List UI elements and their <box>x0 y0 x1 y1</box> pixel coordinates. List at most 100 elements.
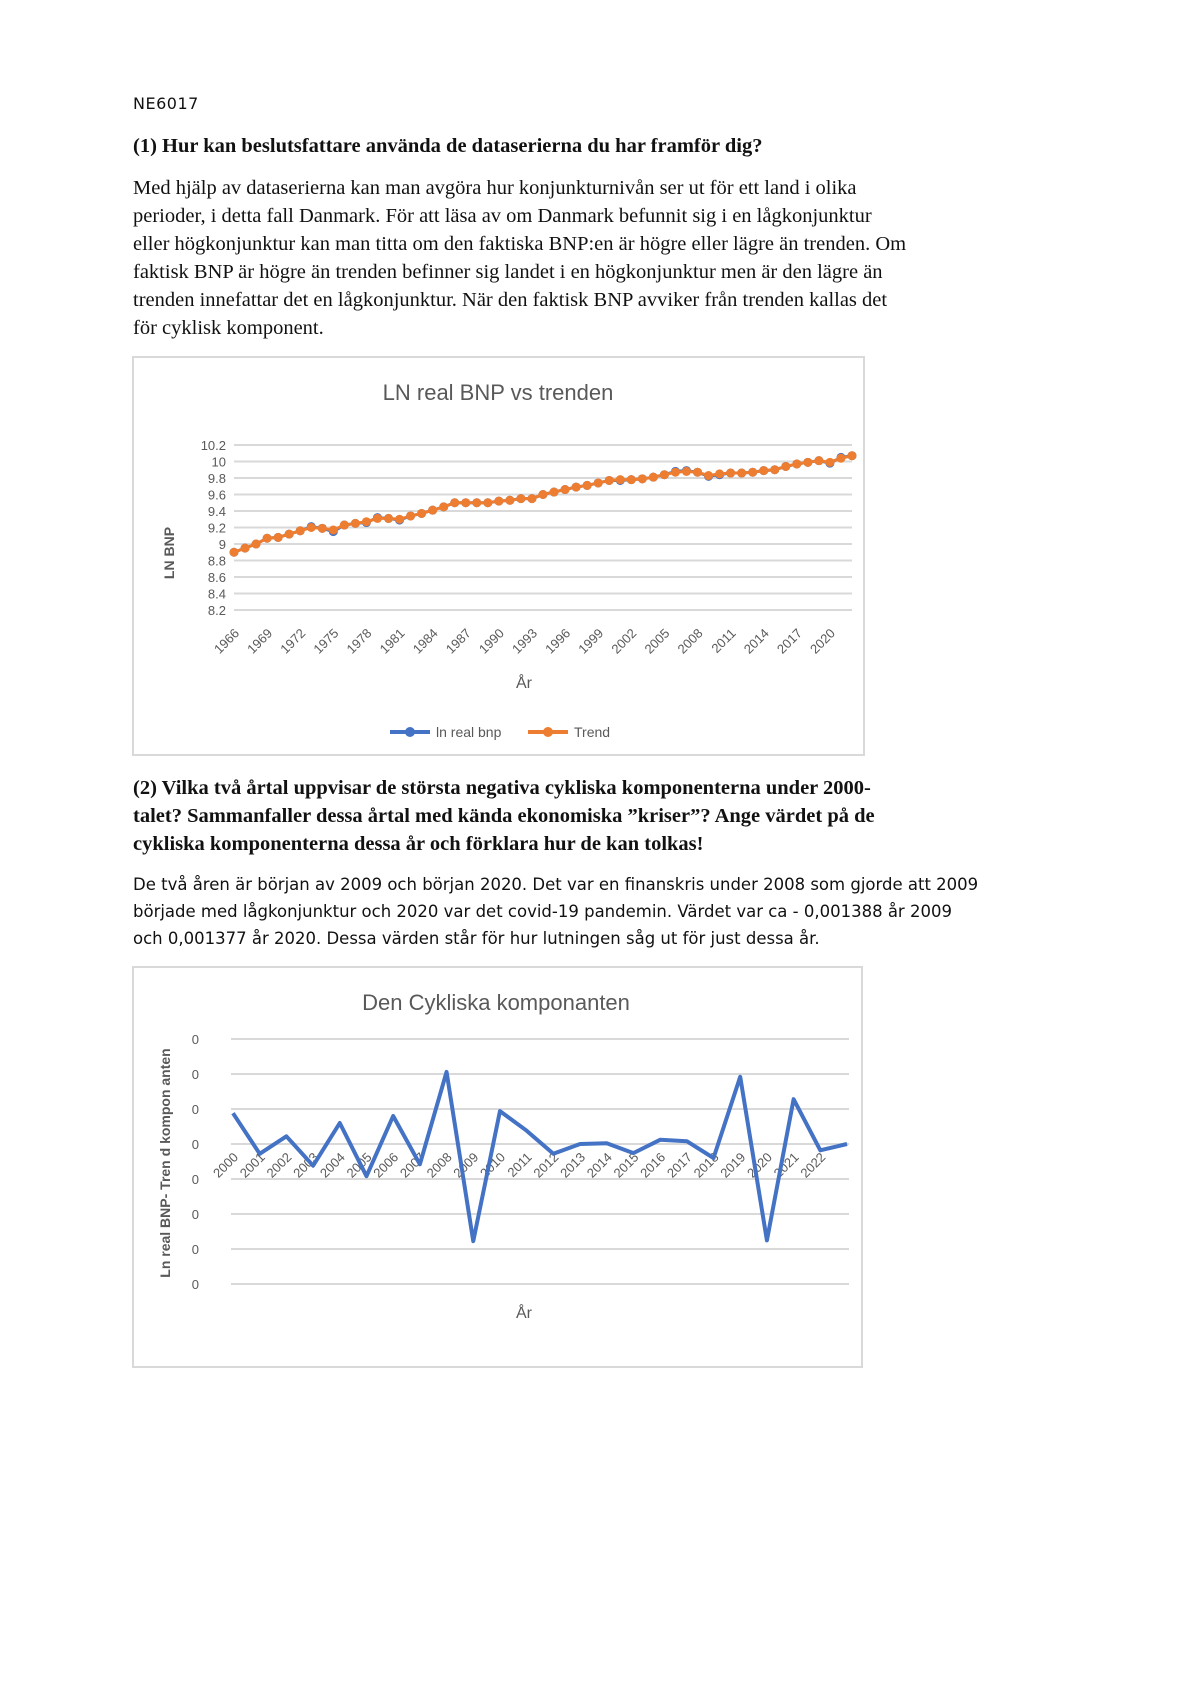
data-point <box>384 513 393 523</box>
course-code: NE6017 <box>133 94 199 113</box>
y-tick-label: 0 <box>192 1032 199 1047</box>
y-tick-label: 0 <box>192 1277 199 1292</box>
question-1: (1) Hur kan beslutsfattare använda de da… <box>133 132 762 160</box>
data-point <box>648 472 658 482</box>
y-tick-label: 0 <box>192 1172 199 1187</box>
x-tick-label: 1996 <box>542 626 573 657</box>
data-point <box>781 461 791 471</box>
y-tick-label: 8.4 <box>208 587 226 602</box>
x-tick-label: 1999 <box>575 626 606 657</box>
answer-2: De två åren är början av 2009 och början… <box>133 871 978 952</box>
question-2: (2) Vilka två årtal uppvisar de största … <box>133 774 875 858</box>
x-tick-label: 2011 <box>708 626 738 656</box>
data-point <box>549 487 559 497</box>
data-point <box>582 480 592 490</box>
y-axis-label: Ln real BNP- Tren d kompon anten <box>157 1048 173 1277</box>
data-point <box>472 498 482 508</box>
x-tick-label: 2002 <box>263 1150 294 1181</box>
y-tick-label: 9.4 <box>208 504 226 519</box>
x-tick-label: 2013 <box>557 1150 588 1181</box>
data-point <box>770 465 780 475</box>
x-axis-label: År <box>516 1303 533 1322</box>
x-tick-label: 2008 <box>424 1150 455 1181</box>
data-point <box>560 485 570 495</box>
data-point <box>328 525 338 535</box>
data-point <box>494 496 504 506</box>
data-point <box>637 474 647 484</box>
data-point <box>361 517 371 527</box>
answer-1: Med hjälp av dataserierna kan man avgöra… <box>133 174 906 342</box>
y-tick-label: 8.8 <box>208 554 226 569</box>
answer-1-line: för cyklisk komponent. <box>133 317 324 339</box>
x-tick-label: 2017 <box>774 626 805 657</box>
question-2-line: cykliska komponenterna dessa år och förk… <box>133 833 704 855</box>
data-point <box>626 475 636 485</box>
data-point <box>847 451 857 461</box>
data-point <box>615 475 625 485</box>
x-tick-label: 1975 <box>310 626 341 657</box>
data-point <box>317 523 327 533</box>
data-point <box>505 495 515 505</box>
x-tick-label: 1972 <box>277 626 308 657</box>
chart-1-svg: LN real BNP vs trenden 10.2 109.8 9.69.4 9.2… <box>161 380 857 740</box>
x-tick-label: 2001 <box>237 1150 268 1181</box>
x-tick-label: 2011 <box>504 1150 534 1180</box>
data-point <box>604 475 614 485</box>
data-point <box>693 467 702 477</box>
data-point <box>450 498 460 508</box>
answer-1-line: faktisk BNP är högre än trenden befinner… <box>133 261 883 283</box>
data-point <box>273 532 283 542</box>
answer-2-line: De två åren är början av 2009 och början… <box>133 875 979 894</box>
x-tick-label: 1978 <box>343 626 374 657</box>
data-point <box>825 457 835 467</box>
data-point <box>406 511 416 521</box>
data-point <box>593 478 603 488</box>
data-point <box>814 456 824 466</box>
answer-2-line: började med lågkonjunktur och 2020 var d… <box>133 902 952 921</box>
answer-2-line: och 0,001377 år 2020. Dessa värden står … <box>133 929 820 948</box>
y-tick-label: 0 <box>192 1207 199 1222</box>
data-point <box>748 467 758 477</box>
data-point <box>229 547 239 557</box>
x-tick-label: 2022 <box>797 1150 828 1181</box>
chart-cyclical-component: Den Cykliska komponanten 0 0 0 0 0 0 0 0 2000 2001… <box>132 966 863 1368</box>
data-point <box>715 469 725 479</box>
data-point <box>395 514 405 524</box>
x-tick-label: 1969 <box>244 626 275 657</box>
y-tick-label: 10.2 <box>201 438 226 453</box>
x-tick-label: 1987 <box>443 626 474 657</box>
answer-1-line: eller högkonjunktur kan man titta om den… <box>133 233 907 255</box>
data-point <box>262 533 272 543</box>
chart-2-svg: Den Cykliska komponanten 0 0 0 0 0 0 0 0 20002001… <box>157 990 849 1322</box>
x-tick-label: 1966 <box>211 626 242 657</box>
y-tick-label: 8.6 <box>208 570 226 585</box>
y-axis-label: LN BNP <box>161 527 177 579</box>
legend-label: ln real bnp <box>436 724 502 740</box>
data-point <box>306 523 316 532</box>
y-tick-label: 0 <box>192 1242 199 1257</box>
data-point <box>428 505 438 515</box>
x-tick-label: 2015 <box>610 1150 641 1181</box>
x-tick-label: 2003 <box>290 1150 321 1181</box>
x-tick-label: 2020 <box>807 626 838 657</box>
x-tick-label: 2021 <box>771 1150 802 1181</box>
x-tick-label: 1990 <box>476 626 507 657</box>
y-tick-label: 0 <box>192 1137 199 1152</box>
data-point <box>439 502 449 512</box>
y-tick-label: 9.2 <box>208 521 226 536</box>
data-point <box>792 459 802 469</box>
x-axis-label: År <box>516 673 533 692</box>
data-point <box>527 494 537 504</box>
data-point <box>295 526 305 536</box>
data-point <box>483 498 493 508</box>
chart-title: LN real BNP vs trenden <box>383 380 614 405</box>
data-point <box>251 539 261 549</box>
y-tick-label: 10 <box>212 455 226 470</box>
data-point <box>659 470 669 480</box>
question-1-line: (1) Hur kan beslutsfattare använda de da… <box>133 135 763 157</box>
x-tick-label: 2000 <box>210 1150 241 1181</box>
x-tick-label: 2008 <box>675 626 706 657</box>
data-point <box>417 508 427 518</box>
x-tick-label: 2005 <box>641 626 672 657</box>
